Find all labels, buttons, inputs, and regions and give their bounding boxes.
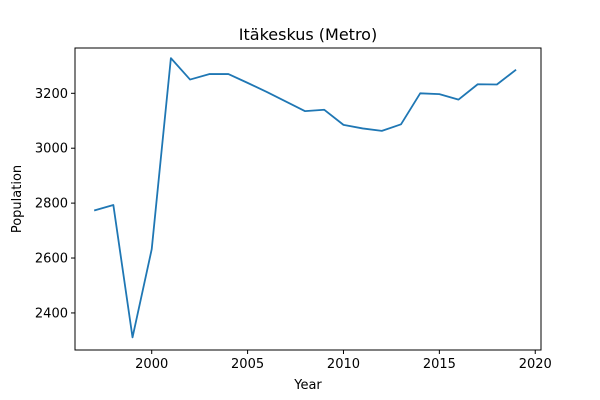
chart-title: Itäkeskus (Metro)	[239, 25, 377, 44]
y-axis-label: Population	[10, 165, 25, 233]
y-tick-label: 3200	[35, 87, 68, 102]
x-tick-label: 2000	[135, 357, 168, 372]
x-axis-label: Year	[293, 378, 322, 393]
x-tick-label: 2020	[519, 357, 552, 372]
plot-frame	[74, 47, 542, 351]
y-tick-label: 2400	[35, 306, 68, 321]
y-tick-label: 2800	[35, 197, 68, 212]
y-tick-label: 2600	[35, 252, 68, 267]
x-tick-label: 2015	[423, 357, 456, 372]
y-tick-label: 3000	[35, 142, 68, 157]
x-tick-label: 2010	[327, 357, 360, 372]
x-tick-label: 2005	[231, 357, 264, 372]
series-line	[93, 57, 517, 339]
